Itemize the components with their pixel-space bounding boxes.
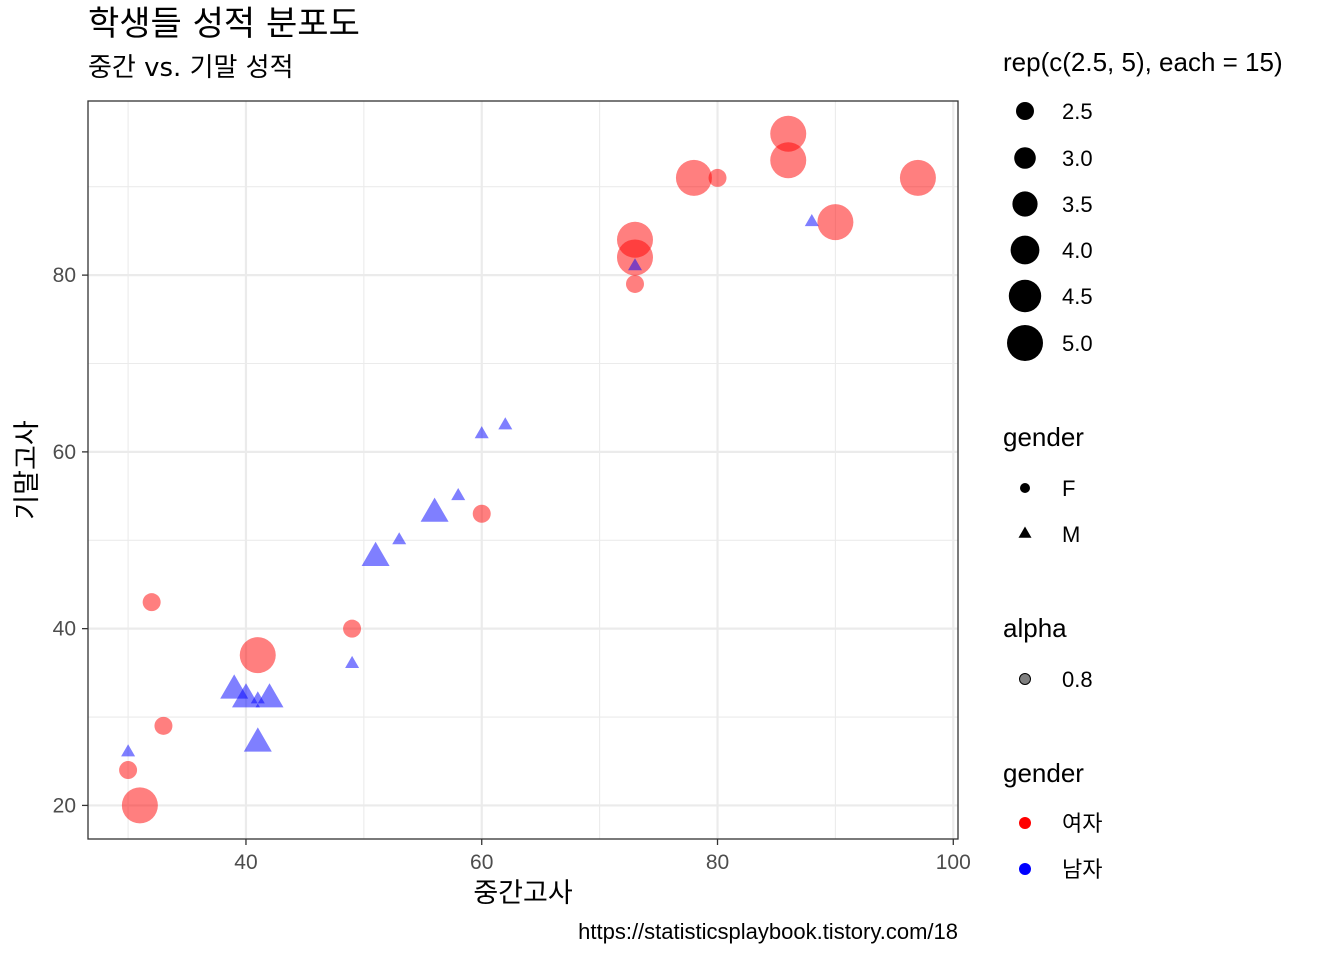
x-axis-title: 중간고사 [473, 878, 573, 909]
data-point-circle [119, 761, 138, 780]
legend-title-shape: gender [1003, 422, 1084, 452]
chart-title: 학생들 성적 분포도 [88, 4, 360, 44]
data-point-circle [675, 159, 712, 196]
legend-key-color [1019, 817, 1031, 829]
data-point-triangle [243, 727, 272, 752]
grid-minor [88, 101, 958, 839]
data-point-triangle [420, 497, 449, 522]
legend-label-size: 4.0 [1062, 238, 1093, 263]
legend-label-color: 남자 [1062, 858, 1102, 883]
legend-label-shape: M [1062, 522, 1080, 547]
data-point-circle [708, 168, 727, 187]
data-point-circle [616, 221, 653, 258]
x-tick-label: 60 [470, 851, 493, 874]
y-tick-label: 60 [53, 441, 76, 464]
data-point-triangle [474, 426, 489, 439]
data-point-circle [625, 274, 644, 293]
legend-label-size: 3.5 [1062, 192, 1093, 217]
data-point-triangle [255, 683, 284, 708]
chart-subtitle: 중간 vs. 기말 성적 [88, 53, 294, 83]
legend-key-size [1016, 102, 1034, 120]
data-point-triangle [361, 541, 390, 566]
legend-title-alpha: alpha [1003, 613, 1067, 643]
data-point-circle [817, 204, 854, 241]
data-points [119, 115, 936, 824]
legend-key-size [1012, 191, 1038, 217]
legend-key-shape-triangle [1018, 526, 1032, 538]
data-point-circle [121, 787, 158, 824]
legend-key-size [1014, 147, 1036, 169]
panel-border [87, 100, 959, 840]
legend-key-alpha [1019, 673, 1031, 685]
legend-key-size [1010, 235, 1040, 265]
data-point-triangle [628, 258, 642, 271]
legend-label-size: 3.0 [1062, 146, 1093, 171]
x-tick-label: 80 [706, 851, 729, 874]
data-point-circle [472, 504, 491, 523]
legend-label-color: 여자 [1062, 812, 1102, 837]
axes: 40 60 80 100 20 40 60 80 [53, 264, 971, 874]
legend-title-size: rep(c(2.5, 5), each = 15) [1003, 47, 1283, 77]
grid-major [88, 101, 958, 839]
data-point-circle [154, 716, 173, 735]
data-point-triangle [451, 488, 466, 501]
legend-label-alpha: 0.8 [1062, 667, 1093, 692]
data-point-circle [770, 142, 807, 179]
legend-key-shape-circle [1020, 483, 1030, 493]
data-point-circle [142, 593, 161, 612]
legend-key-size [1008, 279, 1042, 313]
chart-caption: https://statisticsplaybook.tistory.com/1… [578, 919, 958, 944]
y-tick-label: 80 [53, 264, 76, 287]
legends: rep(c(2.5, 5), each = 15) 2.5 3.0 3.5 4.0 4.5… [1003, 47, 1283, 883]
y-tick-label: 20 [53, 794, 76, 817]
x-tick-label: 40 [234, 851, 257, 874]
legend-key-size [1007, 325, 1043, 361]
y-tick-label: 40 [53, 618, 76, 641]
data-point-triangle [804, 214, 819, 227]
y-axis-title: 기말고사 [12, 420, 43, 520]
legend-label-size: 2.5 [1062, 99, 1093, 124]
legend-label-size: 5.0 [1062, 331, 1093, 356]
legend-key-color [1019, 863, 1031, 875]
legend-title-color: gender [1003, 758, 1084, 788]
data-point-triangle [392, 532, 407, 545]
data-point-circle [899, 159, 936, 196]
x-tick-label: 100 [936, 851, 971, 874]
data-point-triangle [498, 417, 513, 430]
data-point-circle [343, 619, 362, 638]
data-point-triangle [345, 655, 360, 668]
data-point-triangle [121, 744, 136, 757]
legend-label-size: 4.5 [1062, 284, 1093, 309]
data-point-circle [239, 637, 276, 674]
data-point-circle [770, 115, 807, 152]
legend-label-shape: F [1062, 476, 1075, 501]
